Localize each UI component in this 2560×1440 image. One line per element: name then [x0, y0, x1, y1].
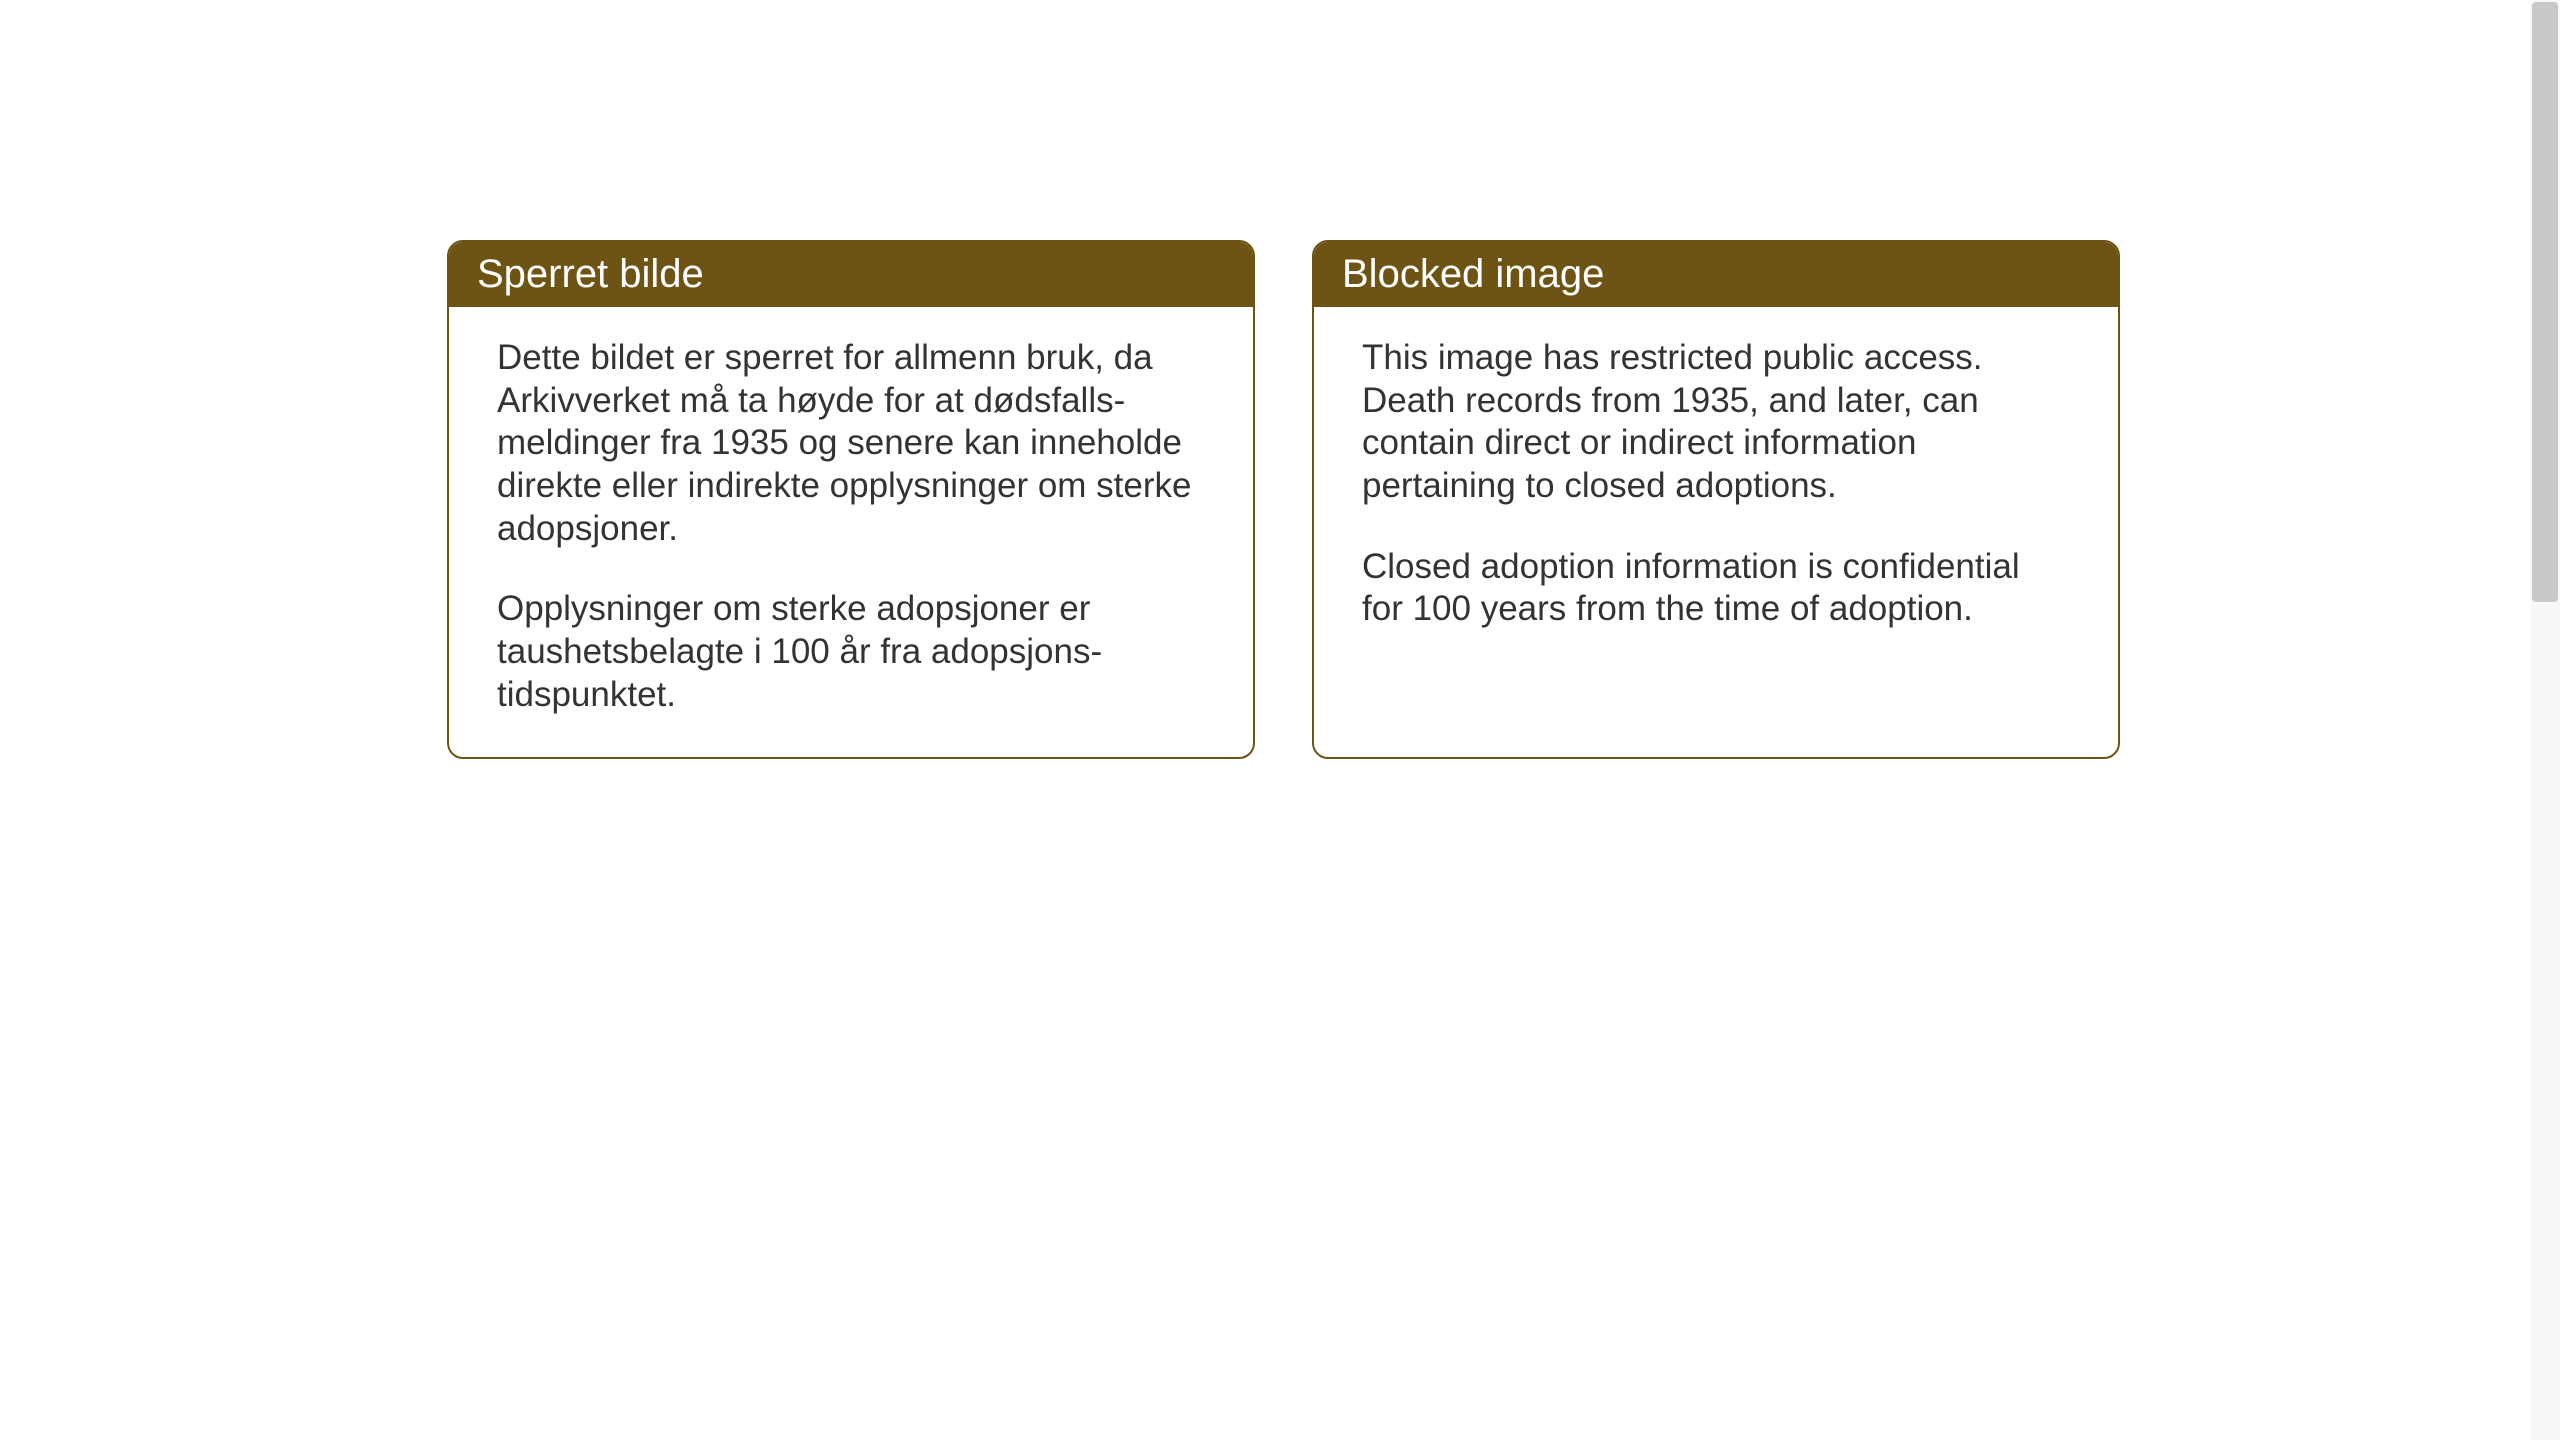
- card-paragraph-norwegian-1: Dette bildet er sperret for allmenn bruk…: [497, 337, 1205, 550]
- card-title-english: Blocked image: [1342, 252, 1604, 296]
- card-paragraph-norwegian-2: Opplysninger om sterke adopsjoner er tau…: [497, 588, 1205, 716]
- card-body-norwegian: Dette bildet er sperret for allmenn bruk…: [449, 307, 1253, 757]
- card-title-norwegian: Sperret bilde: [477, 252, 704, 296]
- card-body-english: This image has restricted public access.…: [1314, 307, 2118, 671]
- scrollbar-track[interactable]: [2530, 0, 2560, 1440]
- card-header-english: Blocked image: [1314, 242, 2118, 307]
- card-header-norwegian: Sperret bilde: [449, 242, 1253, 307]
- scrollbar-thumb[interactable]: [2532, 2, 2558, 602]
- card-paragraph-english-1: This image has restricted public access.…: [1362, 337, 2070, 508]
- notice-card-norwegian: Sperret bilde Dette bildet er sperret fo…: [447, 240, 1255, 759]
- card-paragraph-english-2: Closed adoption information is confident…: [1362, 546, 2070, 631]
- notice-container: Sperret bilde Dette bildet er sperret fo…: [447, 240, 2120, 759]
- notice-card-english: Blocked image This image has restricted …: [1312, 240, 2120, 759]
